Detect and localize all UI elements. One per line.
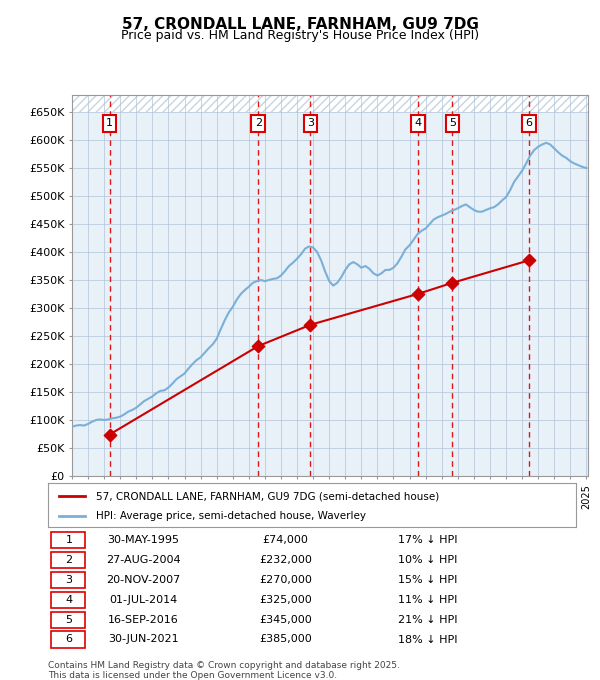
Text: Contains HM Land Registry data © Crown copyright and database right 2025.
This d: Contains HM Land Registry data © Crown c…	[48, 661, 400, 680]
Text: 30-JUN-2021: 30-JUN-2021	[108, 634, 178, 645]
Text: 5: 5	[65, 615, 73, 625]
Text: 3: 3	[307, 118, 314, 129]
Text: 6: 6	[525, 118, 532, 129]
Text: Price paid vs. HM Land Registry's House Price Index (HPI): Price paid vs. HM Land Registry's House …	[121, 29, 479, 41]
FancyBboxPatch shape	[50, 631, 85, 647]
Text: 5: 5	[449, 118, 456, 129]
Text: £232,000: £232,000	[259, 555, 312, 565]
Text: £270,000: £270,000	[259, 575, 312, 585]
FancyBboxPatch shape	[50, 611, 85, 628]
Point	[448, 277, 457, 288]
Text: 2: 2	[254, 118, 262, 129]
Text: 10% ↓ HPI: 10% ↓ HPI	[398, 555, 458, 565]
Text: 18% ↓ HPI: 18% ↓ HPI	[398, 634, 458, 645]
FancyBboxPatch shape	[50, 532, 85, 549]
Text: 2: 2	[65, 555, 73, 565]
FancyBboxPatch shape	[50, 572, 85, 588]
Point	[524, 255, 533, 266]
Text: £385,000: £385,000	[259, 634, 312, 645]
Text: HPI: Average price, semi-detached house, Waverley: HPI: Average price, semi-detached house,…	[95, 511, 365, 521]
Text: 21% ↓ HPI: 21% ↓ HPI	[398, 615, 458, 625]
Text: 4: 4	[65, 595, 73, 605]
Text: 17% ↓ HPI: 17% ↓ HPI	[398, 535, 458, 545]
Text: 57, CRONDALL LANE, FARNHAM, GU9 7DG: 57, CRONDALL LANE, FARNHAM, GU9 7DG	[122, 17, 478, 32]
Text: 20-NOV-2007: 20-NOV-2007	[106, 575, 180, 585]
Text: 11% ↓ HPI: 11% ↓ HPI	[398, 595, 458, 605]
Point	[253, 341, 263, 352]
Text: 57, CRONDALL LANE, FARNHAM, GU9 7DG (semi-detached house): 57, CRONDALL LANE, FARNHAM, GU9 7DG (sem…	[95, 491, 439, 501]
Text: £345,000: £345,000	[259, 615, 312, 625]
Point	[105, 429, 115, 440]
Text: 1: 1	[65, 535, 73, 545]
Text: 16-SEP-2016: 16-SEP-2016	[107, 615, 178, 625]
Text: 27-AUG-2004: 27-AUG-2004	[106, 555, 181, 565]
Text: 15% ↓ HPI: 15% ↓ HPI	[398, 575, 458, 585]
Point	[413, 288, 422, 299]
Text: 6: 6	[65, 634, 73, 645]
Text: 30-MAY-1995: 30-MAY-1995	[107, 535, 179, 545]
Text: £74,000: £74,000	[263, 535, 308, 545]
FancyBboxPatch shape	[50, 592, 85, 608]
Text: 4: 4	[414, 118, 421, 129]
Text: 1: 1	[106, 118, 113, 129]
Text: 01-JUL-2014: 01-JUL-2014	[109, 595, 177, 605]
FancyBboxPatch shape	[50, 552, 85, 568]
Point	[305, 320, 315, 330]
Text: 3: 3	[65, 575, 73, 585]
Text: £325,000: £325,000	[259, 595, 312, 605]
